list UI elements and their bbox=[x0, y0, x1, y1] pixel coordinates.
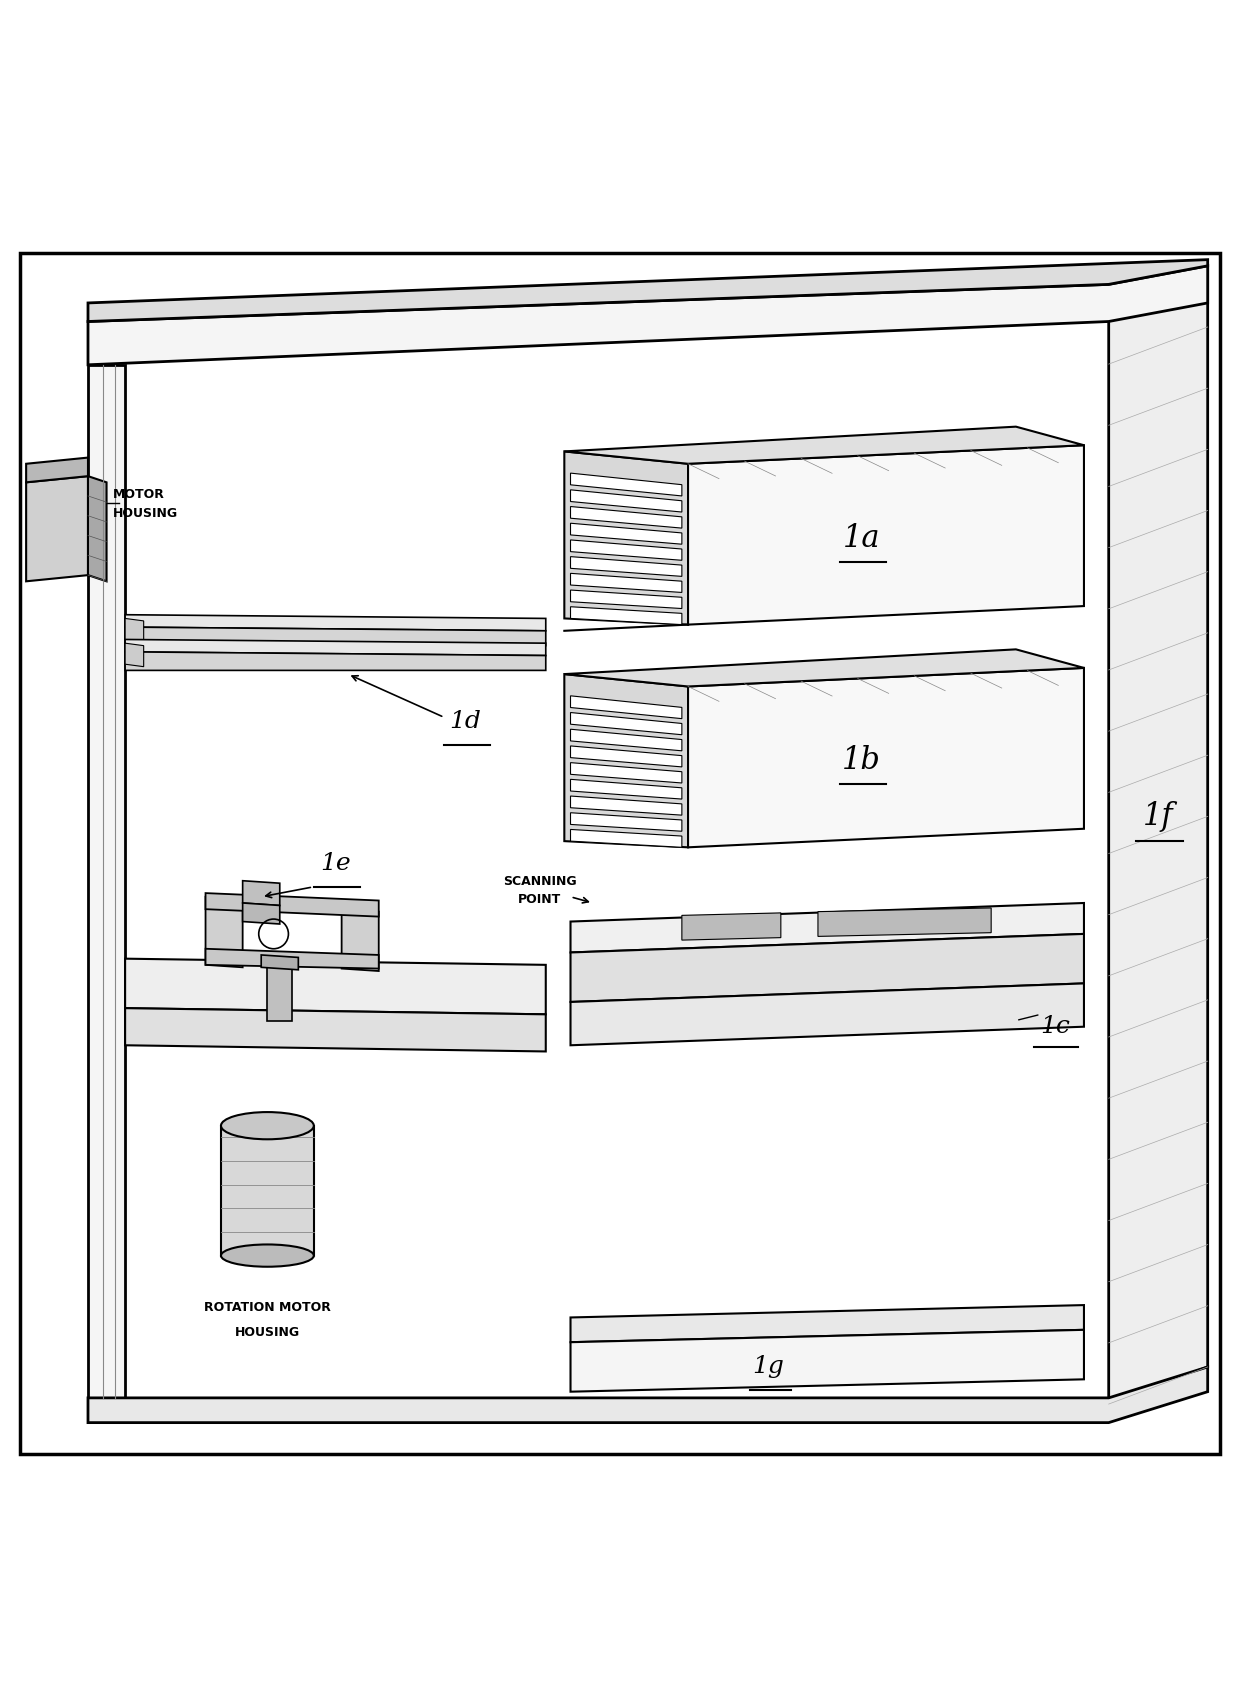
Polygon shape bbox=[570, 712, 682, 734]
Polygon shape bbox=[570, 591, 682, 608]
Polygon shape bbox=[88, 259, 1208, 321]
Polygon shape bbox=[125, 959, 546, 1014]
Text: POINT: POINT bbox=[518, 893, 562, 906]
Polygon shape bbox=[570, 780, 682, 799]
Polygon shape bbox=[125, 652, 546, 671]
Polygon shape bbox=[570, 524, 682, 545]
Text: 1a: 1a bbox=[842, 522, 880, 553]
Polygon shape bbox=[688, 446, 1084, 625]
Polygon shape bbox=[262, 954, 299, 970]
Text: ROTATION MOTOR: ROTATION MOTOR bbox=[203, 1301, 331, 1314]
Polygon shape bbox=[570, 983, 1084, 1045]
Polygon shape bbox=[243, 881, 280, 905]
Text: 1b: 1b bbox=[842, 746, 880, 777]
Polygon shape bbox=[342, 910, 378, 971]
Polygon shape bbox=[570, 763, 682, 784]
Polygon shape bbox=[125, 644, 144, 667]
Polygon shape bbox=[818, 908, 991, 937]
Polygon shape bbox=[243, 903, 280, 923]
Polygon shape bbox=[570, 507, 682, 527]
Polygon shape bbox=[570, 696, 682, 719]
Polygon shape bbox=[88, 365, 125, 1398]
Text: HOUSING: HOUSING bbox=[234, 1326, 300, 1338]
Polygon shape bbox=[688, 667, 1084, 847]
Polygon shape bbox=[125, 640, 546, 655]
Polygon shape bbox=[570, 490, 682, 512]
Polygon shape bbox=[206, 896, 243, 968]
Polygon shape bbox=[570, 1330, 1084, 1391]
Ellipse shape bbox=[221, 1244, 314, 1267]
Text: MOTOR: MOTOR bbox=[113, 488, 165, 502]
Text: 1f: 1f bbox=[1143, 801, 1173, 831]
Polygon shape bbox=[570, 1306, 1084, 1342]
Polygon shape bbox=[570, 746, 682, 766]
Polygon shape bbox=[206, 893, 378, 917]
Polygon shape bbox=[570, 934, 1084, 1002]
Polygon shape bbox=[88, 1367, 1208, 1422]
Polygon shape bbox=[682, 913, 781, 941]
Polygon shape bbox=[125, 1009, 546, 1052]
Text: 1g: 1g bbox=[753, 1355, 785, 1379]
Polygon shape bbox=[221, 1125, 314, 1256]
Text: HOUSING: HOUSING bbox=[113, 507, 177, 519]
Polygon shape bbox=[570, 473, 682, 497]
Polygon shape bbox=[206, 949, 378, 968]
Polygon shape bbox=[570, 830, 682, 847]
Polygon shape bbox=[88, 476, 107, 582]
Polygon shape bbox=[564, 674, 688, 847]
Polygon shape bbox=[570, 813, 682, 831]
Polygon shape bbox=[26, 476, 88, 582]
Text: 1c: 1c bbox=[1040, 1016, 1070, 1038]
Polygon shape bbox=[570, 729, 682, 751]
Polygon shape bbox=[570, 903, 1084, 953]
Polygon shape bbox=[564, 427, 1084, 464]
Polygon shape bbox=[26, 457, 88, 483]
Polygon shape bbox=[570, 606, 682, 625]
Polygon shape bbox=[268, 964, 293, 1021]
Polygon shape bbox=[570, 556, 682, 577]
Text: 1e: 1e bbox=[320, 852, 351, 876]
Polygon shape bbox=[88, 266, 1208, 365]
Text: 1d: 1d bbox=[449, 710, 481, 732]
Ellipse shape bbox=[221, 1111, 314, 1139]
Polygon shape bbox=[125, 626, 546, 645]
Text: SCANNING: SCANNING bbox=[502, 876, 577, 888]
Polygon shape bbox=[1109, 266, 1208, 1405]
Polygon shape bbox=[570, 795, 682, 816]
Polygon shape bbox=[570, 539, 682, 560]
Polygon shape bbox=[564, 649, 1084, 686]
Polygon shape bbox=[125, 615, 546, 632]
Polygon shape bbox=[570, 574, 682, 592]
Polygon shape bbox=[125, 618, 144, 642]
Polygon shape bbox=[564, 451, 688, 625]
